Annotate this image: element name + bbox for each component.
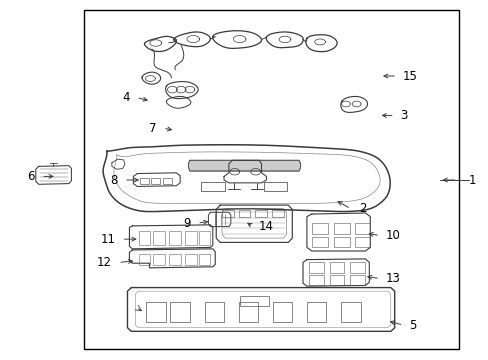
Text: 11: 11 xyxy=(100,233,115,246)
Bar xyxy=(309,262,324,273)
Text: 10: 10 xyxy=(385,229,400,242)
Bar xyxy=(354,223,369,234)
Bar xyxy=(140,178,149,184)
Bar xyxy=(349,275,364,285)
Bar xyxy=(198,254,210,265)
Text: 9: 9 xyxy=(183,216,190,230)
Text: 7: 7 xyxy=(149,122,157,135)
Text: 8: 8 xyxy=(110,174,118,186)
Bar xyxy=(312,237,327,247)
Bar xyxy=(151,178,160,184)
Text: 13: 13 xyxy=(385,272,400,285)
Polygon shape xyxy=(144,36,176,51)
Bar xyxy=(312,223,327,234)
Polygon shape xyxy=(266,32,303,48)
Bar xyxy=(170,302,189,321)
Bar xyxy=(169,231,181,245)
Bar xyxy=(204,302,224,321)
Bar xyxy=(340,302,360,321)
Polygon shape xyxy=(340,96,367,112)
Bar xyxy=(222,210,233,217)
Polygon shape xyxy=(186,36,199,42)
Bar xyxy=(169,254,181,265)
Bar xyxy=(329,275,344,285)
Text: 3: 3 xyxy=(400,109,407,122)
Bar xyxy=(354,237,369,247)
Bar xyxy=(153,231,164,245)
Bar xyxy=(184,254,196,265)
Text: 15: 15 xyxy=(402,69,417,82)
Polygon shape xyxy=(279,36,290,42)
Bar xyxy=(309,275,324,285)
Bar xyxy=(184,231,196,245)
Bar xyxy=(333,223,349,234)
Bar xyxy=(264,182,287,191)
Bar xyxy=(238,302,258,321)
Bar xyxy=(146,302,165,321)
Polygon shape xyxy=(165,82,198,99)
Bar xyxy=(163,178,171,184)
Bar xyxy=(83,10,458,348)
Polygon shape xyxy=(233,36,245,42)
Polygon shape xyxy=(188,160,300,171)
Text: 6: 6 xyxy=(27,170,35,183)
Polygon shape xyxy=(212,31,261,48)
Bar xyxy=(198,231,210,245)
Bar xyxy=(272,302,292,321)
Polygon shape xyxy=(173,32,210,47)
Bar xyxy=(239,296,268,306)
Bar xyxy=(271,210,283,217)
Bar xyxy=(306,302,326,321)
Text: 1: 1 xyxy=(468,174,475,186)
Bar xyxy=(153,254,164,265)
Polygon shape xyxy=(305,35,336,51)
Polygon shape xyxy=(150,40,161,46)
Polygon shape xyxy=(142,72,160,84)
Bar xyxy=(329,262,344,273)
Text: 5: 5 xyxy=(408,319,416,332)
Bar xyxy=(255,210,266,217)
Bar xyxy=(139,254,150,265)
Bar xyxy=(238,210,250,217)
Polygon shape xyxy=(314,39,325,45)
Bar xyxy=(200,182,224,191)
Text: 14: 14 xyxy=(259,220,274,233)
Text: 12: 12 xyxy=(97,256,112,269)
Polygon shape xyxy=(166,96,190,108)
Text: 4: 4 xyxy=(122,91,130,104)
Bar xyxy=(139,231,150,245)
Text: 2: 2 xyxy=(358,202,366,215)
Bar xyxy=(333,237,349,247)
Bar xyxy=(349,262,364,273)
